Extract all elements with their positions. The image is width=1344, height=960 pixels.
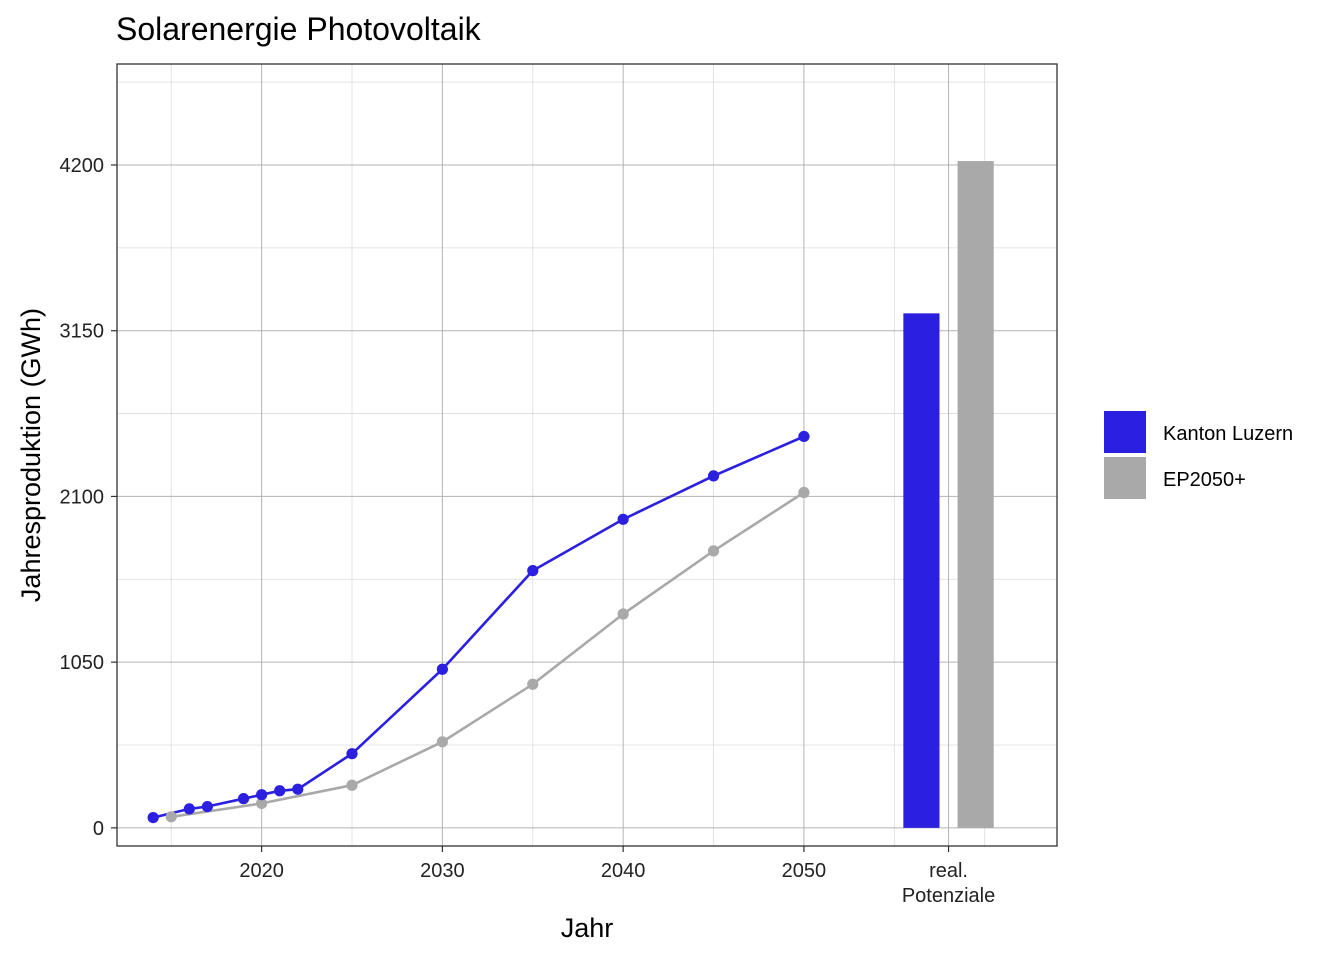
legend: Kanton Luzern EP2050+ [1104, 411, 1293, 499]
data-point [201, 800, 213, 813]
data-point [256, 797, 268, 809]
data-point [527, 678, 539, 690]
data-point [346, 748, 358, 760]
series-lines [152, 435, 805, 819]
data-point [256, 789, 268, 801]
data-point [527, 565, 539, 577]
data-point [617, 608, 629, 620]
potential-bar [903, 313, 940, 828]
data-point [147, 811, 159, 824]
data-point [183, 803, 195, 815]
data-point [346, 779, 358, 791]
data-point [165, 811, 177, 823]
y-tick-label: 1050 [60, 652, 105, 674]
y-tick-label: 3150 [60, 321, 105, 343]
x-tick-label: Potenziale [902, 885, 995, 907]
potential-bar [957, 161, 994, 828]
legend-label: EP2050+ [1163, 469, 1246, 491]
x-tick-label: 2020 [239, 860, 284, 882]
data-point [436, 736, 448, 748]
data-point [798, 486, 810, 499]
plot-panel-border [116, 63, 1058, 847]
series-line [171, 491, 805, 819]
y-axis-title: Jahresproduktion (GWh) [16, 308, 46, 602]
potential-bars [903, 161, 994, 828]
series-points [147, 430, 810, 824]
data-point [617, 513, 629, 525]
y-tick-label: 4200 [60, 155, 105, 177]
y-tick-label: 0 [93, 818, 104, 840]
y-tick-label: 2100 [60, 486, 105, 508]
x-axis-ticks: 2020 2030 2040 2050 real. Potenziale [239, 846, 995, 907]
data-point [274, 785, 286, 797]
data-point [798, 430, 810, 443]
x-tick-label: 2040 [601, 860, 646, 882]
data-point [292, 783, 304, 795]
series-line [152, 435, 805, 819]
major-gridlines [117, 64, 1057, 846]
legend-key [1104, 457, 1146, 499]
data-point [436, 663, 448, 675]
legend-label: Kanton Luzern [1163, 423, 1293, 445]
x-tick-label: 2030 [420, 860, 465, 882]
x-tick-label: real. [929, 860, 968, 882]
x-axis-title: Jahr [561, 913, 614, 943]
x-tick-label: 2050 [782, 860, 827, 882]
legend-key [1104, 411, 1146, 453]
data-point [237, 793, 250, 805]
y-axis-ticks: 0 1050 2100 3150 4200 [60, 155, 117, 840]
chart-title: Solarenergie Photovoltaik [116, 11, 482, 47]
data-point [707, 470, 720, 482]
data-point [707, 545, 720, 557]
